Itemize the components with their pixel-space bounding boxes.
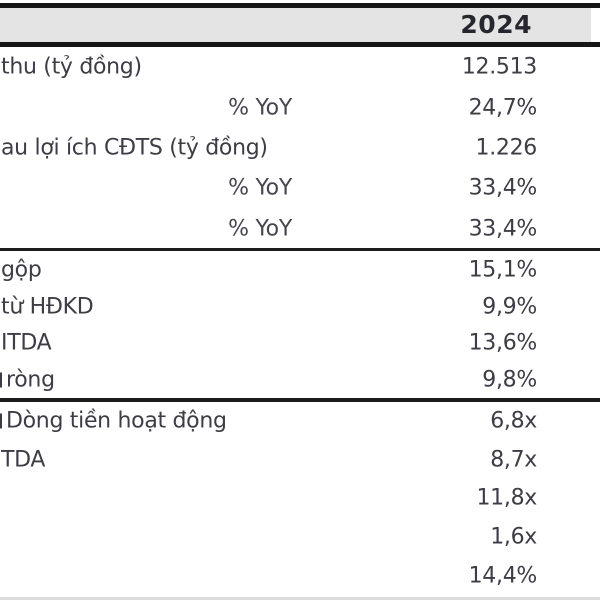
- row-label: au lợi ích CĐTS (tỷ đồng): [1, 135, 268, 161]
- row-label: ròng: [6, 367, 55, 393]
- row-label: TDA: [1, 447, 46, 473]
- table-row: au lợi ích CĐTS (tỷ đồng) 1.226: [0, 128, 600, 168]
- table-row: gộp 15,1%: [0, 252, 600, 289]
- section-divider-rule: [0, 248, 600, 251]
- table-row: ITDA 13,6%: [0, 325, 600, 362]
- table-row: 1,6x: [0, 518, 600, 557]
- table-row: từ HĐKD 9,9%: [0, 289, 600, 326]
- row-value: 15,1%: [468, 257, 538, 283]
- table-row: ròng 9,8%: [0, 362, 600, 399]
- row-label: Dòng tiền hoạt động: [6, 408, 227, 434]
- bottom-faint-rule: [0, 597, 600, 600]
- section-divider-rule: [0, 398, 600, 402]
- table-row: 11,8x: [0, 479, 600, 518]
- row-value: 9,9%: [482, 294, 537, 320]
- table-row: % YoY 33,4%: [0, 168, 600, 208]
- section-income: thu (tỷ đồng) 12.513 % YoY 24,7% au lợi …: [0, 47, 600, 249]
- row-label-yoy: % YoY: [228, 95, 292, 121]
- section-margins: gộp 15,1% từ HĐKD 9,9% ITDA 13,6% ròng 9…: [0, 252, 600, 398]
- row-value: 8,7x: [490, 447, 537, 473]
- row-value: 6,8x: [490, 408, 537, 434]
- row-value: 1,6x: [490, 524, 537, 550]
- row-label: gộp: [1, 257, 42, 283]
- row-label-yoy: % YoY: [228, 216, 292, 242]
- year-header-band: [0, 8, 591, 42]
- row-label: thu (tỷ đồng): [1, 54, 142, 80]
- table-row: TDA 8,7x: [0, 441, 600, 480]
- row-value: 12.513: [461, 54, 537, 80]
- table-row: % YoY 24,7%: [0, 87, 600, 127]
- row-value: 33,4%: [468, 216, 538, 242]
- table-row: thu (tỷ đồng) 12.513: [0, 47, 600, 87]
- top-rule: [0, 3, 600, 8]
- row-value: 9,8%: [482, 367, 537, 393]
- row-value: 14,4%: [468, 563, 538, 589]
- row-label: từ HĐKD: [1, 294, 94, 320]
- clipped-letter-fragment: [0, 372, 2, 388]
- row-value: 1.226: [475, 135, 538, 161]
- year-column-header: 2024: [460, 10, 532, 39]
- row-label-yoy: % YoY: [228, 175, 292, 201]
- row-label: ITDA: [1, 330, 52, 356]
- row-value: 24,7%: [468, 95, 538, 121]
- row-value: 11,8x: [476, 485, 537, 511]
- table-row: % YoY 33,4%: [0, 209, 600, 249]
- clipped-letter-fragment: [0, 413, 2, 429]
- table-row: Dòng tiền hoạt động 6,8x: [0, 402, 600, 441]
- header-underline-rule: [0, 42, 600, 47]
- table-row: 14,4%: [0, 556, 600, 595]
- section-valuation: Dòng tiền hoạt động 6,8x TDA 8,7x 11,8x …: [0, 402, 600, 595]
- row-value: 13,6%: [468, 330, 538, 356]
- row-value: 33,4%: [468, 175, 538, 201]
